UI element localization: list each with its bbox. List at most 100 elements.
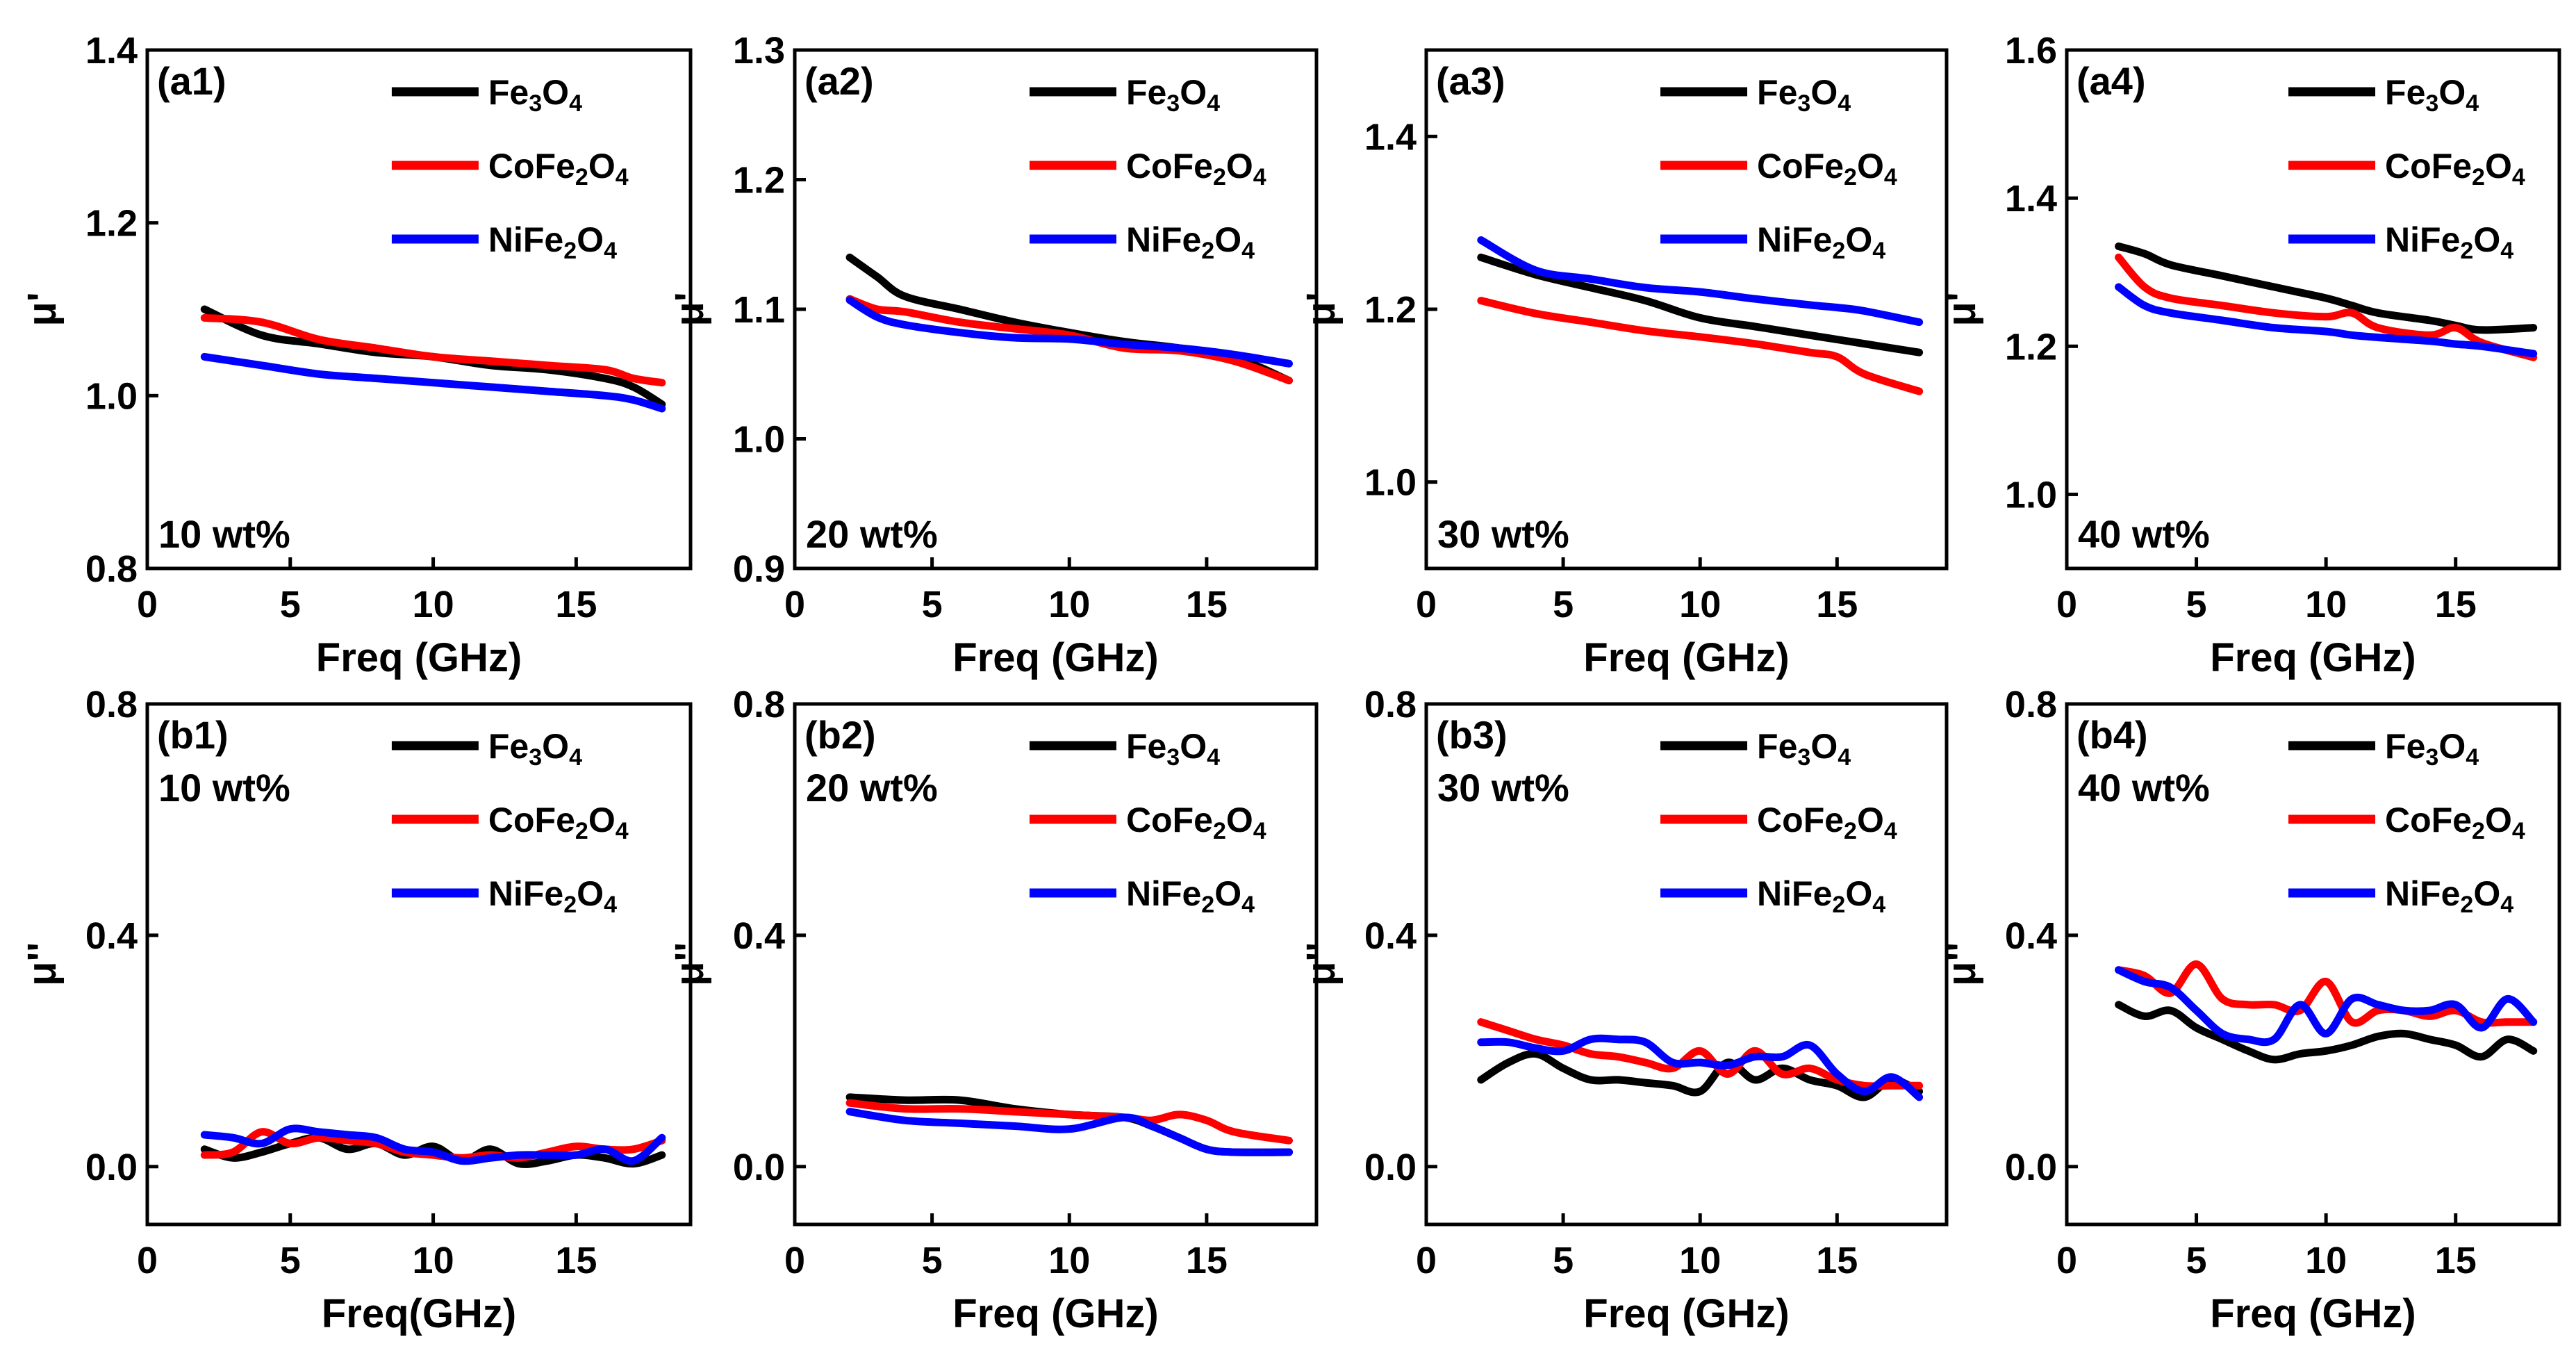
concentration-label: 40 wt% [2078,512,2210,556]
x-axis-title: Freq (GHz) [2210,635,2416,680]
series-line-NiFe2O4 [200,352,666,413]
y-tick-label: 1.2 [2005,326,2057,368]
panel-b3: 0 5 10 15 0.0 0.4 0.8 Freq (GHz) μ'' (b3) 30 wt% Fe… [1298,684,1949,1336]
y-tick-label: 1.0 [85,375,138,417]
y-axis-title: μ'' [1939,942,1984,986]
y-axis-title: μ'' [19,942,65,986]
y-tick-label: 1.0 [2005,474,2057,516]
y-tick-label: 0.0 [2005,1147,2057,1188]
y-tick-label: 0.8 [85,684,138,725]
concentration-label: 30 wt% [1437,512,1569,556]
panel-a1: 0 5 10 15 0.8 1.0 1.2 1.4 Freq (GHz) μ' (a1) 10 wt%… [19,30,693,680]
legend-label-Fe3O4: Fe3O4 [1126,73,1220,117]
y-tick-label: 1.2 [85,203,138,245]
panel-tag: (b2) [804,713,876,757]
x-tick-label: 5 [1553,584,1574,625]
x-tick-label: 10 [1679,1240,1721,1281]
concentration-label: 40 wt% [2078,766,2210,810]
panel-tag: (b1) [157,713,229,757]
series-line-CoFe2O4 [200,313,666,387]
series-line-NiFe2O4 [845,1108,1293,1156]
panel-tag: (b3) [1436,713,1508,757]
x-tick-label: 5 [922,584,943,625]
legend-label-Fe3O4: Fe3O4 [1126,727,1220,771]
x-tick-label: 0 [784,1240,805,1281]
x-axis-title: Freq(GHz) [322,1291,516,1336]
series-line-NiFe2O4 [2115,283,2538,358]
panel-tag: (a4) [2077,59,2146,103]
x-tick-label: 10 [2305,1240,2347,1281]
series-line-NiFe2O4 [1477,1034,1924,1101]
x-tick-label: 15 [1816,584,1858,625]
x-tick-label: 5 [2186,1240,2207,1281]
y-tick-label: 0.4 [733,915,785,957]
x-tick-label: 0 [2056,584,2077,625]
legend-label-CoFe2O4: CoFe2O4 [1757,147,1897,190]
concentration-label: 30 wt% [1437,766,1569,810]
x-tick-label: 10 [1048,584,1090,625]
x-tick-label: 15 [2435,584,2477,625]
legend-label-Fe3O4: Fe3O4 [1757,73,1851,117]
x-axis-title: Freq (GHz) [952,1291,1158,1336]
x-tick-label: 5 [2186,584,2207,625]
x-tick-label: 5 [280,1240,301,1281]
x-tick-label: 15 [555,584,597,625]
plot-frame [145,702,693,1227]
plot-frame [2065,48,2561,571]
x-tick-label: 5 [1553,1240,1574,1281]
y-axis-title: μ' [19,292,65,326]
y-tick-label: 0.4 [2005,915,2057,957]
legend-label-CoFe2O4: CoFe2O4 [1126,147,1266,190]
x-tick-label: 10 [2305,584,2347,625]
legend-label-CoFe2O4: CoFe2O4 [488,147,629,190]
x-tick-label: 0 [784,584,805,625]
legend-label-Fe3O4: Fe3O4 [488,727,582,771]
series-line-Fe3O4 [2115,1001,2538,1064]
y-tick-label: 1.2 [733,160,785,202]
x-tick-label: 15 [2435,1240,2477,1281]
panel-tag: (b4) [2077,713,2148,757]
panel-b2: 0 5 10 15 0.0 0.4 0.8 Freq (GHz) μ'' (b2) 20 wt% Fe… [667,684,1319,1336]
x-tick-label: 0 [1416,584,1437,625]
series-line-Fe3O4 [1477,253,1924,356]
y-axis-title: μ'' [667,942,712,986]
plot-frame [793,702,1319,1227]
concentration-label: 20 wt% [806,512,938,556]
y-tick-label: 1.4 [85,30,138,72]
panel-tag: (a3) [1436,59,1505,103]
legend-label-NiFe2O4: NiFe2O4 [1126,220,1255,264]
y-axis-title: μ' [1939,292,1984,326]
series-line-NiFe2O4 [2115,966,2538,1047]
y-tick-label: 0.0 [1364,1147,1417,1188]
series-line-Fe3O4 [1477,1049,1924,1101]
x-tick-label: 5 [922,1240,943,1281]
x-tick-label: 10 [1048,1240,1090,1281]
x-tick-label: 0 [2056,1240,2077,1281]
legend-label-CoFe2O4: CoFe2O4 [2385,147,2525,190]
x-tick-label: 10 [413,584,454,625]
legend-label-NiFe2O4: NiFe2O4 [1126,874,1255,918]
panel-a4: 0 5 10 15 1.0 1.2 1.4 1.6 Freq (GHz) μ' (a4) 40 wt%… [1939,30,2561,680]
y-tick-label: 0.4 [1364,915,1417,957]
x-axis-title: Freq (GHz) [2210,1291,2416,1336]
legend-label-CoFe2O4: CoFe2O4 [1757,801,1897,844]
panel-b4: 0 5 10 15 0.0 0.4 0.8 Freq (GHz) μ'' (b4) 40 wt% Fe… [1939,684,2561,1336]
legend-label-NiFe2O4: NiFe2O4 [2385,874,2513,918]
x-axis-title: Freq (GHz) [316,635,522,680]
x-tick-label: 15 [1186,1240,1228,1281]
y-tick-label: 0.9 [733,548,785,590]
legend-label-NiFe2O4: NiFe2O4 [2385,220,2513,264]
concentration-label: 10 wt% [158,766,290,810]
x-tick-label: 0 [1416,1240,1437,1281]
series-line-NiFe2O4 [845,296,1293,368]
y-tick-label: 0.0 [733,1147,785,1188]
legend-label-NiFe2O4: NiFe2O4 [488,874,617,918]
panel-tag: (a2) [804,59,874,103]
concentration-label: 10 wt% [158,512,290,556]
x-tick-label: 15 [1816,1240,1858,1281]
y-tick-label: 0.0 [85,1147,138,1188]
legend-label-Fe3O4: Fe3O4 [2385,727,2479,771]
legend-label-CoFe2O4: CoFe2O4 [1126,801,1266,844]
y-tick-label: 0.8 [1364,684,1417,725]
